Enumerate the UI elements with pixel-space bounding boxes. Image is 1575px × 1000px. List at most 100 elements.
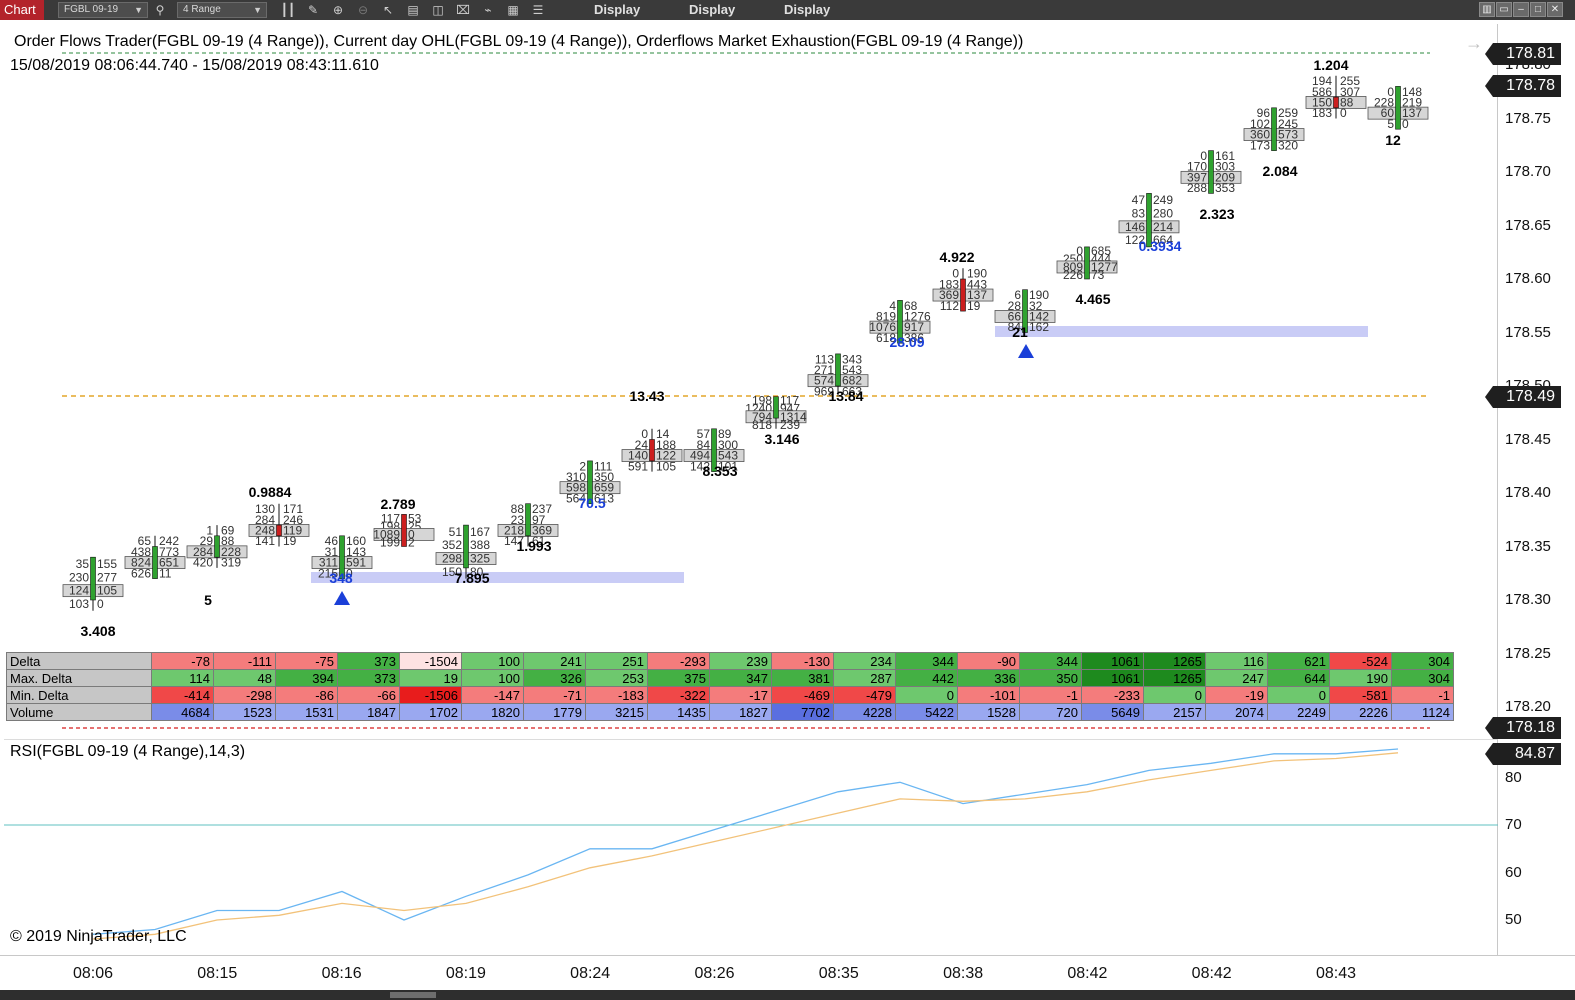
bar-style-icon[interactable]: ┃┃ [280, 3, 296, 17]
display-menu-2[interactable]: Display [689, 2, 736, 17]
time-axis[interactable] [0, 955, 1575, 990]
bid-volume: 102 [1250, 117, 1270, 131]
price-tick: 178.75 [1505, 109, 1551, 127]
stats-cell: 1531 [275, 703, 338, 721]
bid-volume: 0 [1200, 149, 1207, 163]
bar-type-selector[interactable]: 4 Range ▼ [177, 2, 267, 18]
horizontal-scrollbar[interactable] [0, 990, 1575, 1000]
display-menu-1[interactable]: Display [594, 2, 641, 17]
chart-trader-icon[interactable]: ◫ [432, 3, 444, 17]
stats-cell: -1504 [399, 652, 462, 670]
ask-volume: 320 [1278, 138, 1298, 152]
ask-volume: 61 [532, 534, 546, 548]
exhaustion-top-label: 13.43 [629, 388, 664, 404]
stats-cell: 100 [461, 669, 524, 687]
stats-cell: -233 [1081, 686, 1144, 704]
arrow-right-icon[interactable]: → [1465, 33, 1483, 53]
stats-cell: 1528 [957, 703, 1020, 721]
bid-volume: 352 [442, 538, 462, 552]
ask-volume: 613 [594, 491, 614, 505]
bid-volume: 586 [1312, 85, 1332, 99]
stats-cell: 344 [1019, 652, 1082, 670]
properties-icon[interactable]: ☰ [532, 3, 544, 17]
stats-cell: 1435 [647, 703, 710, 721]
bid-volume: 311 [319, 556, 338, 570]
search-icon[interactable]: ⚲ [155, 3, 165, 17]
candle-body [152, 546, 158, 579]
bid-volume: 226 [1063, 268, 1083, 282]
bid-volume: 248 [255, 523, 275, 537]
bid-volume: 142 [690, 459, 710, 473]
rsi-title: RSI(FGBL 09-19 (4 Range),14,3) [10, 743, 246, 760]
stats-cell: -101 [957, 686, 1020, 704]
display-menu-3[interactable]: Display [784, 2, 831, 17]
instrument-selector[interactable]: FGBL 09-19 ▼ [58, 2, 148, 18]
bid-volume: 51 [449, 525, 463, 539]
stats-cell: 48 [213, 669, 276, 687]
templates-icon[interactable]: ▦ [507, 3, 519, 17]
bid-volume: 183 [1312, 106, 1332, 120]
ask-volume: 11 [159, 566, 172, 580]
exhaustion-bottom-label: 7.895 [454, 570, 489, 586]
data-box-icon[interactable]: ▤ [407, 3, 419, 17]
rsi-panel[interactable] [4, 739, 1498, 955]
stats-cell: 394 [275, 669, 338, 687]
exhaustion-bottom-label: 4.465 [1075, 291, 1110, 307]
date-range: 15/08/2019 08:06:44.740 - 15/08/2019 08:… [10, 57, 379, 74]
close-icon[interactable]: ✕ [1547, 2, 1563, 17]
ask-volume: 350 [594, 470, 614, 484]
ask-volume: 659 [594, 481, 614, 495]
chart-tab[interactable]: Chart [0, 0, 44, 20]
ask-volume: 773 [159, 545, 179, 559]
bid-volume: 140 [628, 449, 648, 463]
bid-volume: 2 [579, 459, 586, 473]
candle-body [1022, 289, 1028, 333]
exhaustion-blue-label: 348 [329, 570, 353, 586]
ask-volume: 148 [1402, 85, 1422, 99]
time-tick: 08:06 [72, 965, 114, 982]
stats-cell: -1 [1391, 686, 1454, 704]
ask-volume: 142 [1029, 309, 1049, 323]
stats-row-min-delta: Min. Delta -414 -298 -86 -66 -1506 -147 -71 -183… [6, 686, 1454, 704]
minimize-icon[interactable]: – [1513, 2, 1529, 17]
rsi-signal-line [92, 752, 1399, 940]
indicators-icon[interactable]: ⌧ [456, 3, 470, 17]
bid-volume: 228 [1374, 95, 1394, 109]
time-tick: 08:19 [445, 965, 486, 982]
tile-icon[interactable]: ▥ [1479, 2, 1495, 17]
price-panel[interactable] [4, 24, 1498, 736]
draw-pencil-icon[interactable]: ✎ [307, 3, 319, 17]
strategies-icon[interactable]: ⌁ [484, 3, 492, 17]
stats-cell: 0 [1143, 686, 1206, 704]
stats-cell: -75 [275, 652, 338, 670]
bid-volume: 230 [69, 570, 89, 584]
time-tick: 08:43 [1315, 965, 1357, 982]
rsi-line [92, 748, 1399, 935]
scrollbar-thumb[interactable] [390, 992, 436, 998]
ask-volume: 2 [408, 535, 415, 549]
float-icon[interactable]: ▭ [1496, 2, 1512, 17]
bid-volume: 31 [325, 545, 339, 559]
zoom-in-icon[interactable]: ⊕ [332, 3, 344, 17]
stats-cell: 1265 [1143, 652, 1206, 670]
maximize-icon[interactable]: □ [1530, 2, 1546, 17]
bid-volume: 24 [635, 438, 649, 452]
exhaustion-bottom-label: 12 [1385, 132, 1401, 148]
ask-volume: 68 [904, 299, 918, 313]
ask-volume: 219 [1402, 95, 1422, 109]
ask-volume: 19 [283, 534, 297, 548]
ask-volume: 80 [470, 565, 484, 579]
ask-volume: 97 [532, 513, 546, 527]
bid-volume: 818 [752, 418, 772, 432]
ask-volume: 190 [967, 267, 987, 281]
candle-body [773, 396, 779, 419]
stats-cell: 644 [1267, 669, 1330, 687]
pointer-icon[interactable]: ↖ [382, 3, 394, 17]
ask-volume: 69 [221, 523, 235, 537]
bid-volume: 194 [1312, 74, 1332, 88]
zoom-out-icon[interactable]: ⊖ [357, 3, 369, 17]
ask-volume: 543 [842, 363, 862, 377]
candle-body [960, 278, 966, 312]
stats-cell: -71 [523, 686, 586, 704]
bid-volume: 124 [69, 584, 89, 598]
